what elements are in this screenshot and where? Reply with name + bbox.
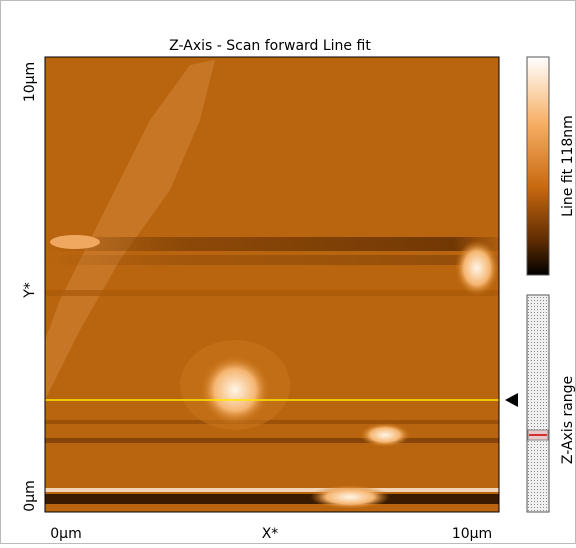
color-bar [527,57,549,275]
range-bar[interactable] [527,295,549,512]
y-top-label: 10µm [22,62,38,102]
afm-image [45,57,499,512]
x-axis-name: X* [262,526,279,542]
title: Z-Axis - Scan forward Line fit [169,38,371,54]
y-bottom-label: 0µm [22,480,38,511]
color-bar-label: Line fit 118nm [560,115,576,217]
x-right-label: 10µm [452,526,492,542]
y-axis-name: Y* [22,282,38,299]
range-bar-label: Z-Axis range [560,376,576,464]
x-left-label: 0µm [50,526,81,542]
afm-viewer: Z-Axis - Scan forward Line fit 10µm Y* 0… [0,0,576,544]
